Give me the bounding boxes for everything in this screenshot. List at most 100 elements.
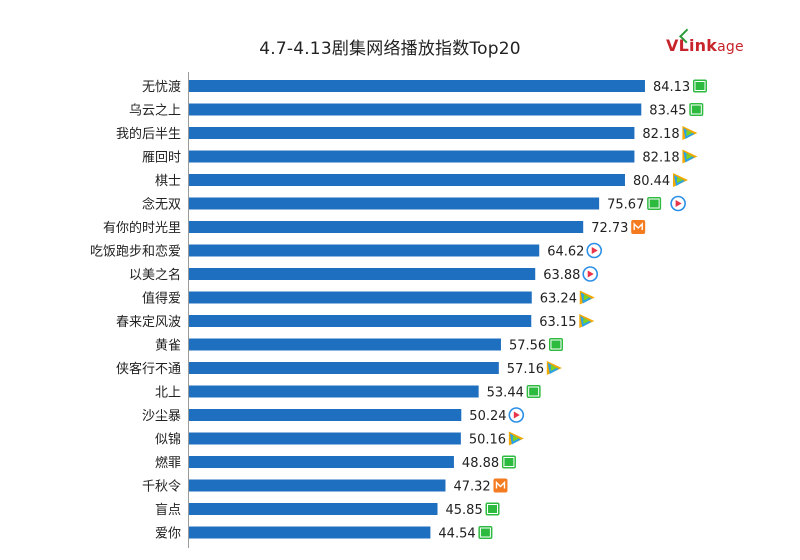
value-label: 64.62 — [547, 245, 584, 260]
iqiyi-icon — [478, 526, 493, 539]
iqiyi-icon-frame — [479, 527, 491, 538]
bar — [189, 479, 446, 492]
iqiyi-icon-bg — [526, 385, 541, 398]
value-label: 82.18 — [642, 127, 679, 142]
iqiyi-icon-frame — [648, 198, 660, 209]
category-label: 吃饭跑步和恋爱 — [90, 244, 181, 260]
youku-icon — [586, 242, 603, 259]
tencent-icon-inner — [512, 435, 519, 442]
youku-icon-play — [587, 270, 594, 278]
logo-suffix: age — [717, 39, 744, 55]
iqiyi-icon — [501, 455, 516, 469]
iqiyi-icon-bg — [501, 455, 516, 469]
iqiyi-icon-bg — [485, 502, 500, 516]
value-label: 63.88 — [543, 268, 580, 283]
youku-icon-play — [513, 411, 520, 419]
iqiyi-icon-frame — [690, 104, 702, 115]
value-label: 83.45 — [649, 104, 686, 119]
youku-icon-play — [591, 247, 598, 254]
value-label: 44.54 — [438, 527, 475, 542]
category-label: 有你的时光里 — [103, 220, 181, 236]
iqiyi-icon-bg — [478, 526, 493, 539]
category-label: 似锦 — [155, 433, 181, 448]
iqiyi-icon — [647, 197, 662, 210]
iqiyi-icon-bg — [548, 338, 563, 351]
bar — [189, 103, 642, 116]
tencent-icon — [682, 126, 698, 140]
iqiyi-icon-frame — [528, 386, 540, 397]
tencent-icon — [508, 431, 524, 446]
tencent-icon — [579, 314, 595, 328]
bar — [189, 385, 479, 398]
chart-title: 4.7-4.13剧集网络播放指数Top20 — [259, 39, 521, 59]
tencent-icon-inner — [583, 294, 590, 301]
tencent-icon-inner — [550, 365, 557, 371]
bar — [189, 315, 532, 327]
value-label: 57.16 — [507, 362, 544, 377]
bar — [189, 409, 462, 421]
vlinkage-logo: VLinkage — [666, 28, 744, 55]
mgtv-icon-glyph — [495, 480, 506, 489]
tencent-icon — [579, 290, 595, 305]
mgtv-icon-bg — [493, 478, 508, 493]
value-label: 50.24 — [469, 409, 506, 424]
bar — [189, 503, 438, 515]
iqiyi-icon-bg — [647, 197, 662, 210]
category-label: 黄雀 — [155, 339, 181, 354]
bar — [189, 291, 532, 304]
iqiyi-icon — [692, 79, 707, 93]
bar — [189, 244, 540, 257]
logo-prefix: VLink — [666, 36, 718, 55]
bar — [189, 268, 536, 280]
bar — [189, 432, 461, 445]
value-label: 57.56 — [509, 339, 546, 354]
tencent-icon — [672, 173, 688, 187]
bar — [189, 526, 431, 539]
bar — [189, 338, 501, 351]
category-label: 值得爱 — [142, 291, 181, 307]
tencent-icon-inner — [583, 318, 590, 324]
category-label: 棋士 — [155, 174, 181, 189]
bar — [189, 80, 645, 92]
tencent-icon-inner — [686, 130, 693, 136]
bar — [189, 362, 499, 374]
youku-icon-play — [675, 200, 682, 207]
value-label: 63.15 — [539, 315, 576, 330]
bar — [189, 197, 600, 210]
category-label: 乌云之上 — [129, 103, 181, 119]
category-label: 念无双 — [142, 197, 181, 213]
value-label: 72.73 — [591, 221, 628, 236]
iqiyi-icon — [526, 385, 541, 398]
bar — [189, 150, 635, 163]
value-label: 48.88 — [462, 456, 499, 471]
tencent-icon — [546, 361, 562, 375]
value-label: 53.44 — [487, 386, 524, 401]
iqiyi-icon-frame — [550, 339, 562, 350]
category-label: 北上 — [155, 386, 181, 401]
category-label: 盲点 — [155, 502, 181, 518]
category-label: 雁回时 — [142, 151, 181, 166]
iqiyi-icon-bg — [692, 79, 707, 93]
iqiyi-icon — [485, 502, 500, 516]
tencent-icon-inner — [686, 153, 693, 160]
value-label: 75.67 — [607, 198, 644, 213]
category-label: 以美之名 — [129, 267, 181, 283]
mgtv-icon — [631, 220, 646, 234]
category-label: 爱你 — [155, 527, 181, 542]
category-label: 侠客行不通 — [116, 361, 181, 377]
category-label: 燃罪 — [155, 455, 181, 471]
iqiyi-icon-bg — [689, 103, 704, 116]
mgtv-icon-bg — [631, 220, 646, 234]
tencent-icon — [682, 149, 698, 164]
iqiyi-icon — [548, 338, 563, 351]
youku-icon — [508, 407, 525, 423]
youku-icon — [670, 195, 686, 212]
category-label: 千秋令 — [142, 480, 181, 495]
category-label: 我的后半生 — [116, 126, 181, 142]
value-label: 82.18 — [642, 151, 679, 166]
value-label: 84.13 — [653, 80, 690, 95]
bar — [189, 127, 635, 139]
value-label: 50.16 — [469, 433, 506, 448]
